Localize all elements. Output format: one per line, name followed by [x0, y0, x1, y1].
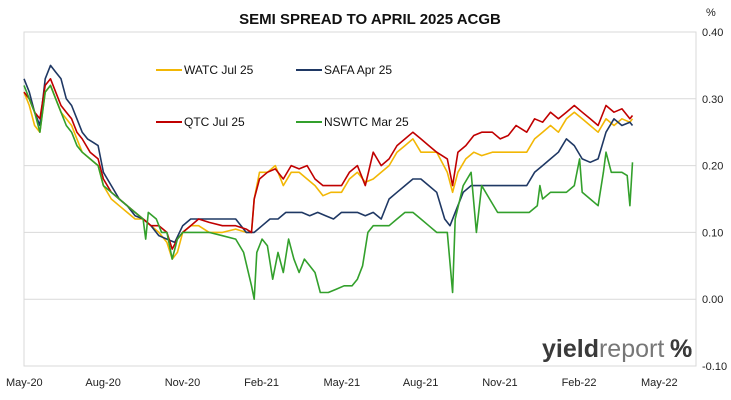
x-tick-label: Nov-20 — [165, 377, 200, 389]
x-tick-label: Nov-21 — [482, 377, 517, 389]
unit-label: % — [706, 7, 716, 19]
x-tick-label: Aug-20 — [85, 377, 120, 389]
legend: WATC Jul 25 SAFA Apr 25 QTC Jul 25 NSWTC… — [156, 63, 409, 129]
series-line-safa-apr-25 — [23, 64, 634, 244]
logo-percent-bottom: % — [670, 335, 692, 363]
svg-text:yieldreport: yieldreport — [542, 335, 664, 363]
x-tick-label: Aug-21 — [403, 377, 438, 389]
chart-title: SEMI SPREAD TO APRIL 2025 ACGB — [239, 11, 501, 28]
y-tick-label: 0.20 — [702, 161, 723, 173]
y-tick-label: 0.00 — [702, 294, 723, 306]
legend-label-qtc: QTC Jul 25 — [184, 115, 245, 129]
legend-label-safa: SAFA Apr 25 — [324, 63, 392, 77]
gridlines — [24, 31, 696, 367]
series-line-nswtc-mar-25 — [23, 84, 634, 300]
y-tick-label: -0.10 — [702, 361, 727, 373]
logo-word-report: report — [599, 335, 664, 363]
y-tick-label: 0.40 — [702, 27, 723, 39]
logo-word-yield: yield — [542, 335, 599, 363]
series-line-qtc-jul-25 — [23, 78, 634, 250]
legend-label-watc: WATC Jul 25 — [184, 63, 254, 77]
logo-percent-top: % — [670, 335, 692, 363]
series-lines — [23, 64, 634, 300]
x-tick-label: May-21 — [323, 377, 360, 389]
y-tick-label: 0.10 — [702, 227, 723, 239]
x-tick-label: May-22 — [641, 377, 678, 389]
plot-border — [23, 31, 697, 367]
y-axis-ticks: 0.40 0.30 0.20 0.10 0.00 -0.10 — [702, 27, 727, 373]
x-axis-ticks: May-20 Aug-20 Nov-20 Feb-21 May-21 Aug-21 Nov-… — [6, 377, 678, 389]
x-tick-label: May-20 — [6, 377, 43, 389]
y-tick-label: 0.30 — [702, 94, 723, 106]
x-tick-label: Feb-21 — [244, 377, 279, 389]
yieldreport-logo: yieldreport % % — [542, 335, 692, 363]
series-line-watc-jul-25 — [23, 84, 634, 260]
legend-label-nswtc: NSWTC Mar 25 — [324, 115, 409, 129]
x-tick-label: Feb-22 — [562, 377, 597, 389]
